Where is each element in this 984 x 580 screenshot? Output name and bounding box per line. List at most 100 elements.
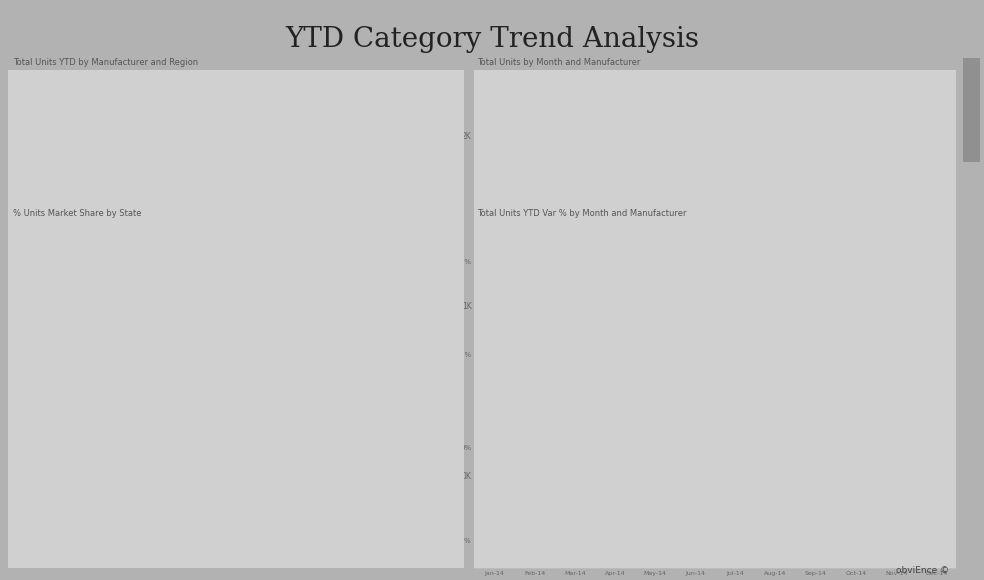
Text: ⊡: ⊡ xyxy=(885,482,893,492)
Bar xyxy=(534,448,542,450)
Bar xyxy=(560,385,567,448)
Bar xyxy=(250,460,319,499)
Bar xyxy=(743,328,751,448)
Text: East: East xyxy=(254,466,269,473)
Bar xyxy=(345,327,405,370)
Text: West: West xyxy=(174,480,192,485)
Bar xyxy=(841,371,848,448)
Bar xyxy=(376,481,405,499)
Text: Total Units YTD Var % by Month and Manufacturer: Total Units YTD Var % by Month and Manuf… xyxy=(477,208,687,218)
Bar xyxy=(250,417,319,460)
Text: ···: ··· xyxy=(923,482,932,492)
Text: Fama: Fama xyxy=(408,376,426,382)
Text: Central: Central xyxy=(378,484,398,489)
Bar xyxy=(728,422,735,448)
Bar xyxy=(864,385,871,448)
Bar xyxy=(607,403,615,448)
Bar xyxy=(435,370,464,417)
Bar xyxy=(735,448,743,464)
Bar xyxy=(567,408,575,448)
Text: © 2021 TomTom, © 2021 Microsoft Corporation  Terms: © 2021 TomTom, © 2021 Microsoft Corporat… xyxy=(321,556,456,561)
Bar xyxy=(405,370,464,460)
Bar xyxy=(8,477,86,499)
Bar xyxy=(696,448,703,450)
Bar xyxy=(703,310,710,448)
Bar xyxy=(250,70,345,318)
Text: West: West xyxy=(408,278,427,287)
Text: ⚲: ⚲ xyxy=(769,482,776,492)
Text: Manufacturer: Manufacturer xyxy=(479,235,538,244)
Text: Central: Central xyxy=(313,372,336,377)
Text: Natura: Natura xyxy=(667,235,694,244)
Bar xyxy=(345,456,405,481)
Text: West: West xyxy=(254,372,273,381)
Bar xyxy=(86,477,172,499)
Polygon shape xyxy=(108,227,392,471)
Bar xyxy=(896,448,903,502)
Bar xyxy=(848,445,856,448)
Bar xyxy=(479,412,487,448)
Text: VanArsdel: VanArsdel xyxy=(12,76,67,86)
Text: Manufacturer: Manufacturer xyxy=(479,84,538,93)
Bar xyxy=(944,398,952,448)
Bar xyxy=(680,403,688,448)
Text: VanArsdel: VanArsdel xyxy=(860,84,898,93)
Bar xyxy=(816,448,824,464)
Bar xyxy=(8,70,250,383)
Bar xyxy=(405,370,435,417)
Text: West: West xyxy=(134,419,153,429)
Bar xyxy=(903,385,911,448)
Polygon shape xyxy=(345,227,428,283)
Text: % Units Market Share by State: % Units Market Share by State xyxy=(13,208,142,218)
Text: obviEnce ©: obviEnce © xyxy=(896,566,950,575)
Bar xyxy=(131,417,250,447)
Bar xyxy=(319,417,345,460)
Bar xyxy=(8,417,131,447)
Text: Pacific
Ocean: Pacific Ocean xyxy=(78,402,102,422)
Bar xyxy=(575,448,583,450)
Bar xyxy=(217,342,255,360)
Bar xyxy=(8,447,250,477)
Bar xyxy=(688,436,696,448)
Bar xyxy=(345,481,376,499)
Bar xyxy=(405,460,464,481)
Text: Natura: Natura xyxy=(667,84,694,93)
Bar xyxy=(8,383,191,417)
Text: Salvus: Salvus xyxy=(407,484,428,489)
Text: Abbas: Abbas xyxy=(349,376,375,386)
Bar xyxy=(487,431,494,448)
Bar xyxy=(542,408,550,448)
Text: Pomum: Pomum xyxy=(407,462,431,467)
Text: Leo: Leo xyxy=(439,376,451,382)
Bar xyxy=(775,448,783,459)
Text: VanArsdel: VanArsdel xyxy=(860,235,898,244)
Bar xyxy=(494,448,502,450)
Bar xyxy=(502,436,510,448)
Text: Central: Central xyxy=(10,419,38,429)
Bar xyxy=(623,357,630,448)
Bar xyxy=(600,333,607,448)
Bar xyxy=(345,271,405,327)
Text: Barba: Barba xyxy=(408,376,434,386)
Text: ▣ Bing: ▣ Bing xyxy=(13,552,42,561)
Bar xyxy=(963,58,980,162)
Bar xyxy=(250,366,309,417)
Text: East: East xyxy=(348,484,360,489)
Bar xyxy=(345,370,405,417)
Bar xyxy=(217,360,264,380)
Text: Aliqui: Aliqui xyxy=(571,84,592,93)
Bar xyxy=(405,481,464,499)
Bar xyxy=(937,448,944,567)
Bar xyxy=(209,380,245,401)
Text: East: East xyxy=(349,278,366,287)
Bar xyxy=(808,431,816,448)
Text: Victoria: Victoria xyxy=(348,458,375,464)
Text: Pirum: Pirum xyxy=(764,84,786,93)
Bar xyxy=(345,417,405,456)
Bar xyxy=(929,408,937,448)
Polygon shape xyxy=(17,241,108,297)
Text: Central: Central xyxy=(408,334,432,339)
Bar xyxy=(662,305,670,448)
Bar xyxy=(319,456,345,499)
Bar xyxy=(615,448,623,450)
